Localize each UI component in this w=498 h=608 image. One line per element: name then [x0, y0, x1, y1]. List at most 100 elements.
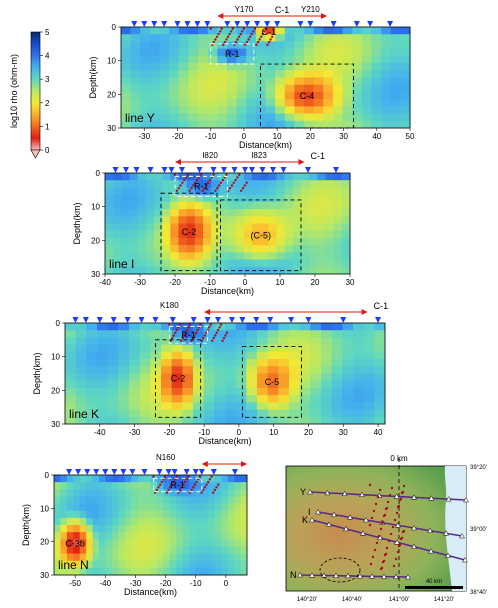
resistivity-cell [105, 567, 113, 576]
resistivity-cell [86, 323, 98, 331]
earthquake-dot [212, 336, 215, 340]
resistivity-cell [400, 63, 411, 71]
resistivity-cell [363, 387, 375, 396]
resistivity-cell [341, 237, 351, 246]
map-earthquake-dot [397, 544, 401, 548]
resistivity-cell [236, 113, 247, 122]
map-station [324, 489, 331, 496]
resistivity-cell [304, 113, 315, 122]
resistivity-cell [361, 34, 372, 42]
resistivity-cell [188, 106, 199, 115]
station-marker [124, 317, 131, 323]
resistivity-cell [304, 120, 315, 129]
resistivity-cell [227, 482, 235, 490]
earthquake-dot [264, 27, 268, 30]
resistivity-cell [75, 373, 87, 382]
resistivity-cell [221, 546, 229, 555]
resistivity-cell [203, 201, 212, 210]
resistivity-cell [139, 337, 151, 346]
resistivity-cell [317, 187, 326, 196]
resistivity-cell [227, 560, 235, 569]
resistivity-cell [144, 496, 151, 505]
resistivity-cell [323, 55, 334, 64]
resistivity-cell [121, 70, 132, 78]
earthquake-dot [199, 173, 202, 176]
resistivity-cell [268, 216, 277, 224]
resistivity-cell [118, 525, 126, 533]
resistivity-cell [129, 337, 141, 346]
resistivity-cell [99, 532, 106, 540]
station-marker [259, 167, 266, 173]
resistivity-cell [227, 216, 237, 224]
resistivity-cell [194, 237, 204, 246]
resistivity-cell [97, 344, 109, 353]
resistivity-cell [342, 34, 353, 42]
resistivity-cell [105, 209, 114, 217]
resistivity-cell [137, 173, 147, 181]
resistivity-cell [79, 546, 87, 555]
resistivity-cell [169, 106, 180, 115]
resistivity-cell [255, 27, 266, 35]
resistivity-cell [361, 120, 372, 129]
resistivity-cell [342, 84, 353, 93]
resistivity-cell [54, 489, 61, 497]
resistivity-cell [149, 34, 161, 42]
resistivity-cell [331, 366, 343, 374]
region-outline [241, 346, 302, 418]
resistivity-cell [227, 180, 237, 188]
resistivity-cell [236, 120, 247, 129]
resistivity-cell [107, 323, 119, 331]
map-station [411, 543, 417, 549]
resistivity-cell [182, 337, 194, 346]
resistivity-cell [294, 70, 305, 78]
resistivity-cell [129, 266, 139, 275]
resistivity-cell [150, 409, 162, 418]
resistivity-cell [275, 99, 286, 107]
profile-station-label: Y170 [235, 5, 254, 14]
arrow-head-left [204, 309, 211, 315]
resistivity-cell [105, 266, 114, 275]
resistivity-cell [162, 216, 171, 224]
earthquake-dot [182, 483, 185, 486]
resistivity-cell [137, 245, 147, 253]
resistivity-cell [97, 323, 109, 331]
resistivity-cell [236, 55, 247, 64]
resistivity-cell [208, 539, 216, 547]
resistivity-cell [363, 373, 375, 382]
resistivity-cell [255, 34, 266, 42]
resistivity-cell [400, 34, 411, 42]
resistivity-cell [97, 351, 109, 360]
resistivity-cell [169, 34, 180, 42]
earthquake-dot [182, 334, 186, 337]
resistivity-cell [163, 525, 171, 533]
resistivity-cell [374, 373, 386, 382]
resistivity-cell [105, 525, 113, 533]
resistivity-cell [189, 532, 197, 540]
resistivity-cell [149, 106, 161, 115]
resistivity-cell [169, 48, 180, 57]
y-tick-label: 20 [91, 236, 100, 245]
resistivity-cell [149, 27, 161, 35]
resistivity-cell [121, 84, 132, 93]
resistivity-cell [65, 337, 77, 346]
resistivity-cell [341, 266, 351, 275]
resistivity-cell [111, 517, 119, 526]
resistivity-cell [374, 344, 386, 353]
resistivity-cell [353, 409, 365, 418]
resistivity-cell [304, 84, 315, 93]
resistivity-cell [284, 201, 294, 210]
resistivity-cell [381, 84, 392, 93]
map-earthquake-dot [393, 518, 397, 522]
resistivity-cell [105, 173, 114, 181]
earthquake-dot [260, 35, 263, 38]
resistivity-cell [268, 259, 277, 268]
resistivity-cell [353, 337, 365, 346]
resistivity-cell [235, 252, 245, 261]
resistivity-grid [121, 27, 411, 129]
resistivity-cell [214, 416, 226, 425]
resistivity-cell [118, 496, 126, 505]
earthquake-dot [180, 486, 183, 489]
station-marker [147, 167, 154, 173]
earthquake-dot [219, 30, 222, 33]
